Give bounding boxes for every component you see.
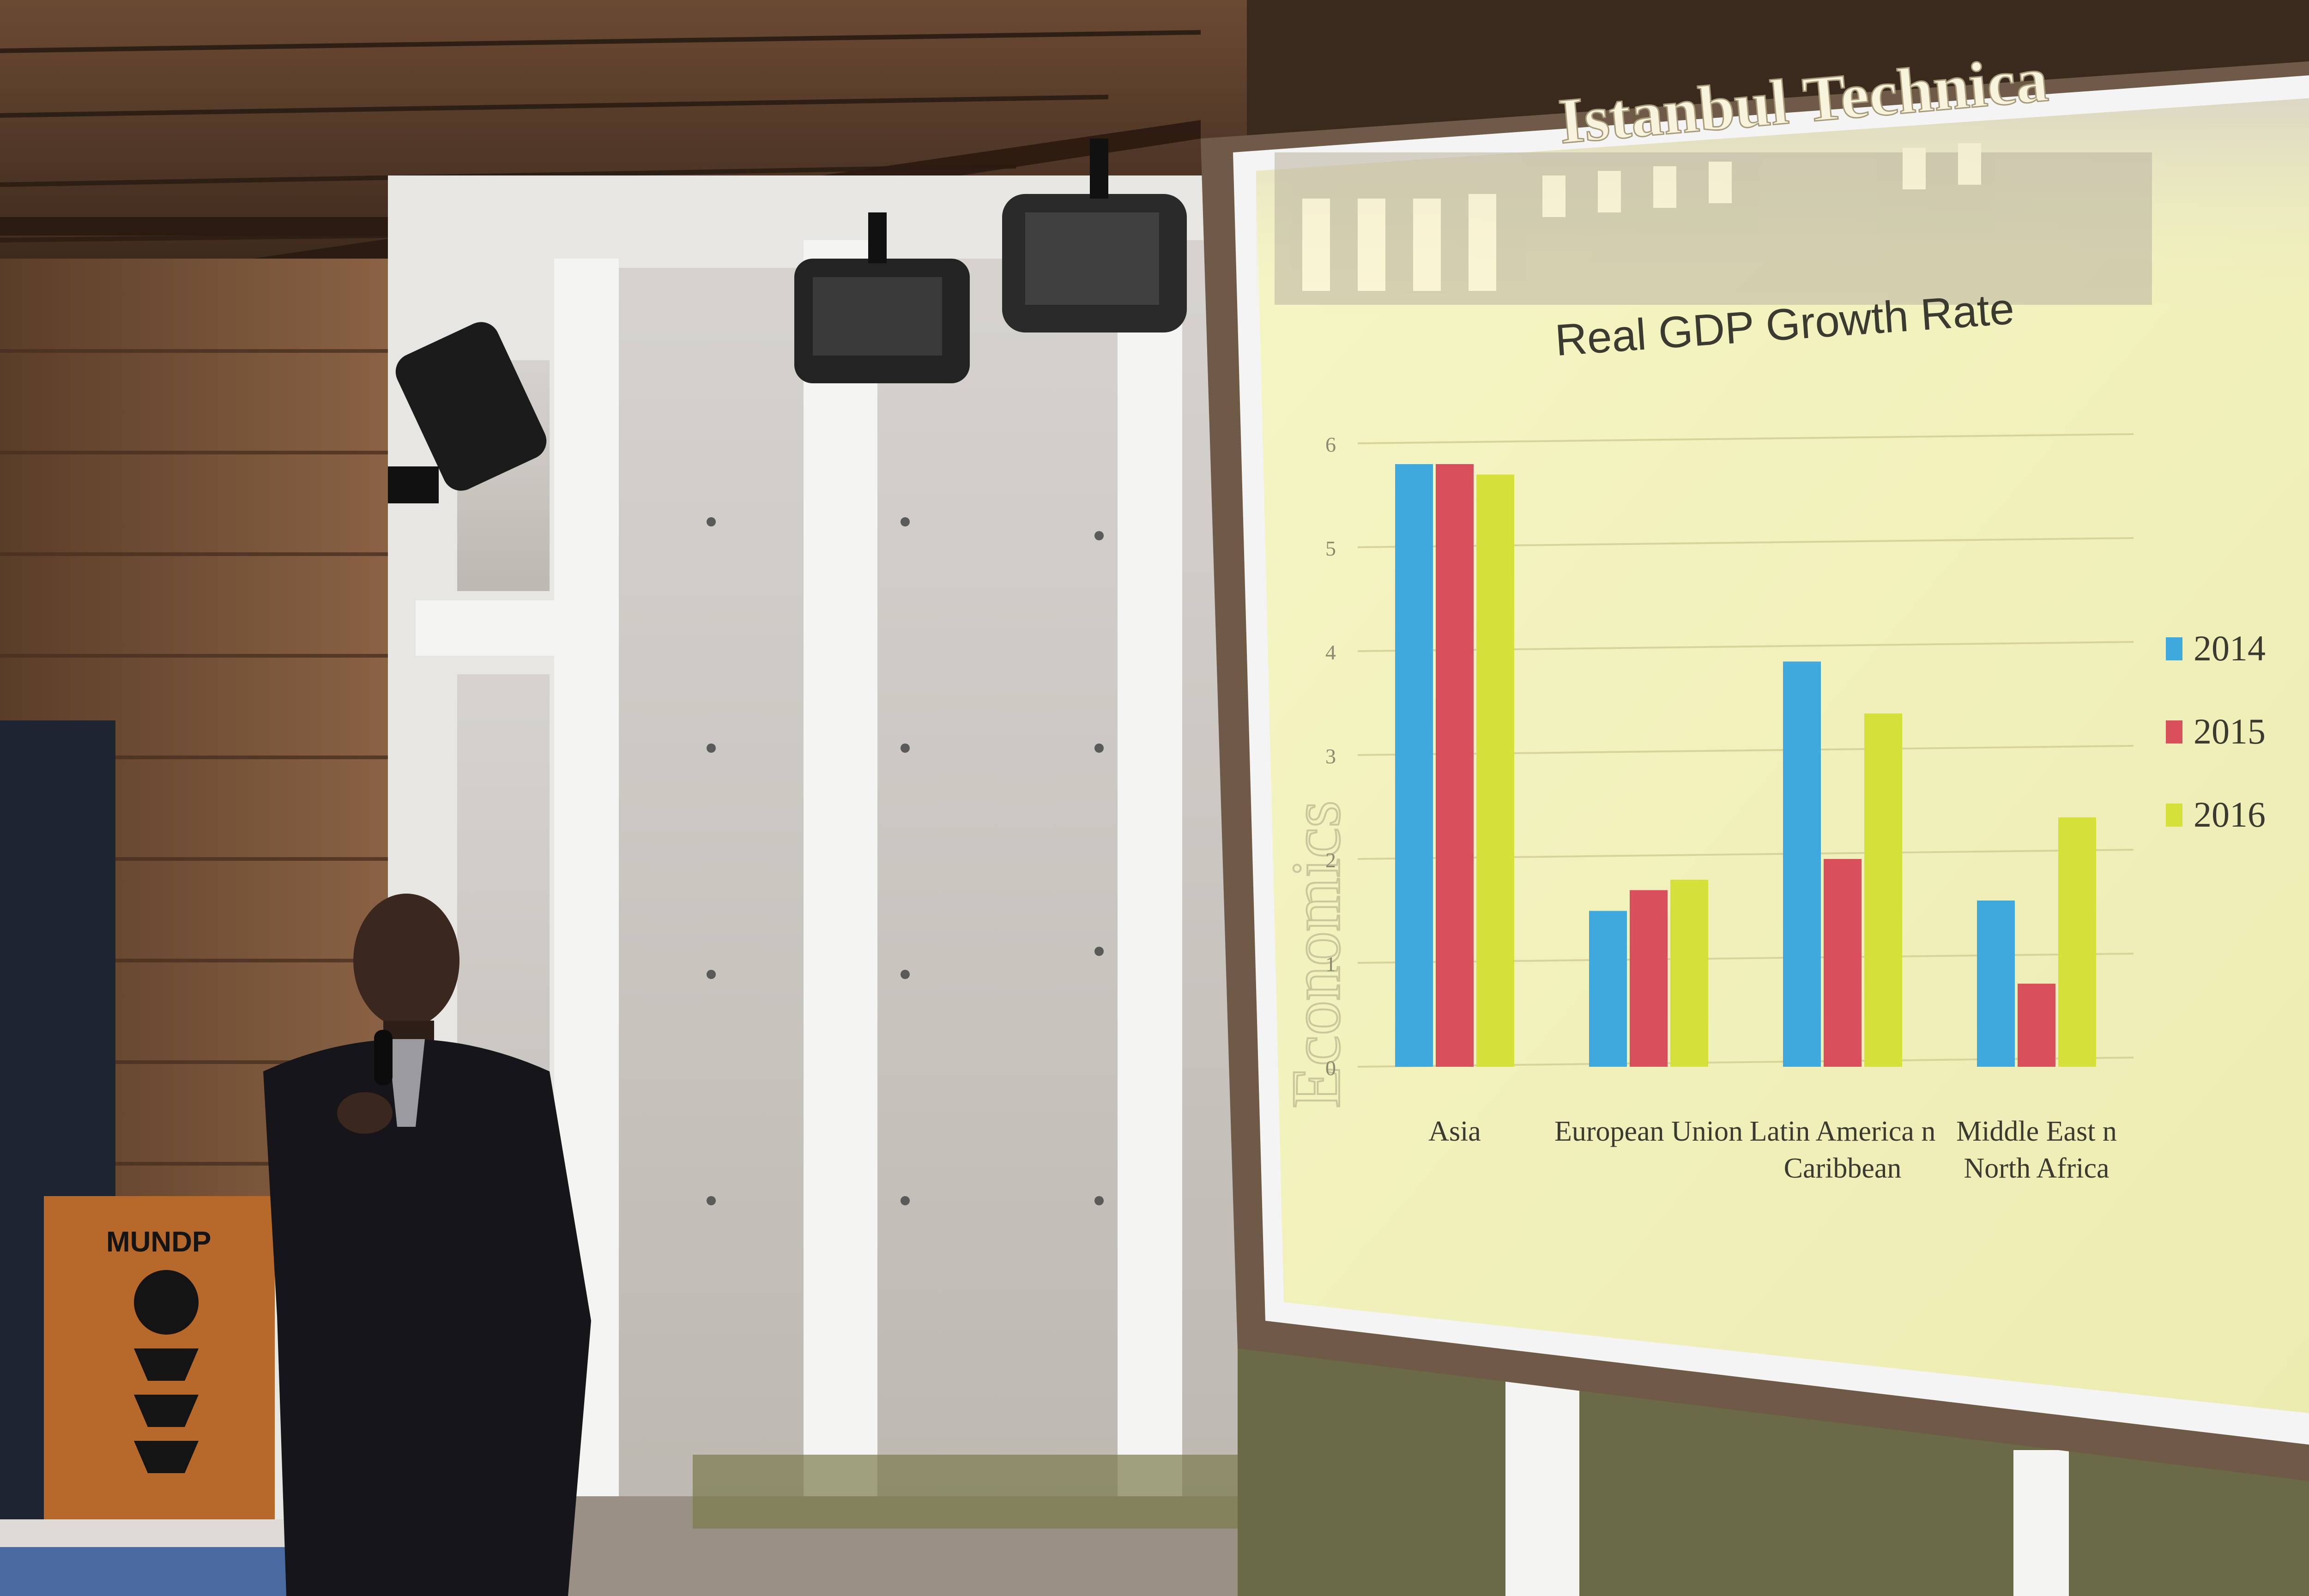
legend-label-2016: 2016 xyxy=(2194,794,2266,834)
gridline xyxy=(1357,433,2134,444)
y-tick-label: 3 xyxy=(1325,744,1336,768)
category-label: Caribbean xyxy=(1784,1153,1902,1184)
legend-label-2014: 2014 xyxy=(2194,628,2266,668)
category-label: European Union xyxy=(1554,1116,1743,1147)
y-tick-label: 1 xyxy=(1325,952,1336,976)
category-label: Latin America n xyxy=(1750,1116,1936,1147)
bar-2015-2 xyxy=(1824,859,1862,1067)
bar-2014-0 xyxy=(1395,464,1433,1067)
bar-2016-3 xyxy=(2058,817,2096,1067)
category-label: Asia xyxy=(1428,1116,1481,1147)
stage-light-center xyxy=(794,212,970,383)
bar-2014-3 xyxy=(1977,901,2015,1067)
category-label: Middle East n xyxy=(1956,1116,2117,1147)
y-tick-label: 2 xyxy=(1325,848,1336,872)
legend-swatch-2016 xyxy=(2166,804,2182,827)
speaker-person xyxy=(263,894,591,1596)
bar-2014-2 xyxy=(1783,661,1821,1067)
y-tick-label: 0 xyxy=(1325,1056,1336,1080)
bar-2014-1 xyxy=(1589,911,1627,1067)
legend-swatch-2014 xyxy=(2166,637,2182,660)
bar-2016-1 xyxy=(1670,880,1708,1067)
y-tick-label: 4 xyxy=(1325,641,1336,664)
mundp-emblem xyxy=(134,1270,199,1473)
slide-watermark-text: Economics xyxy=(1278,800,1354,1108)
bar-2015-3 xyxy=(2018,984,2055,1067)
bar-2015-1 xyxy=(1630,890,1668,1067)
legend-label-2015: 2015 xyxy=(2194,711,2266,751)
y-tick-label: 5 xyxy=(1325,537,1336,560)
stage-light-right xyxy=(1002,139,1187,332)
category-label: North Africa xyxy=(1964,1153,2109,1184)
stage-light-left xyxy=(388,322,547,503)
y-tick-label: 6 xyxy=(1325,433,1336,456)
bar-2015-0 xyxy=(1436,464,1474,1067)
building-photo xyxy=(1275,143,2152,305)
gdp-bar-chart: 0 1 2 3 4 5 6 Asia European Union Latin America n… xyxy=(1325,433,2266,1184)
legend-swatch-2015 xyxy=(2166,720,2182,744)
bar-2016-2 xyxy=(1864,713,1902,1067)
projection-screen: Istanbul Technica Economics Real GDP Gro… xyxy=(1201,42,2309,1481)
podium-label: MUNDP xyxy=(106,1226,211,1258)
bar-2016-0 xyxy=(1476,474,1514,1067)
